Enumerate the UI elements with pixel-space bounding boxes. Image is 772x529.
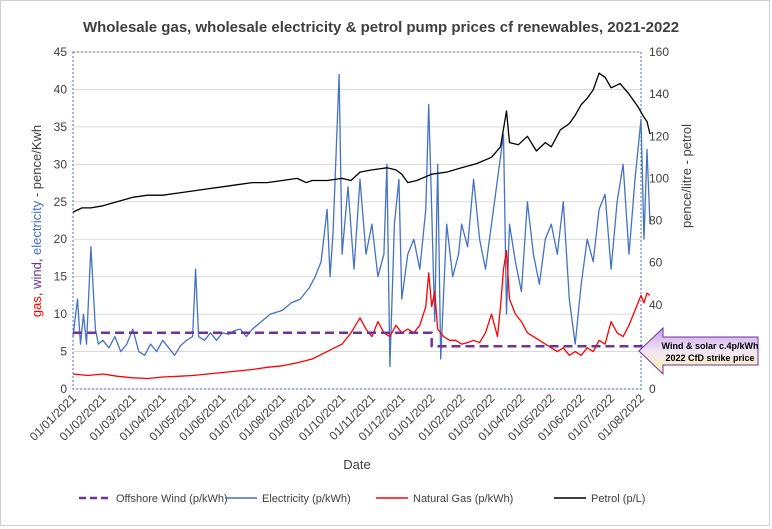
series-line-electricity-p-kwh (72, 73, 651, 368)
x-axis-label: Date (343, 457, 370, 472)
right-tick-label: 140 (649, 87, 669, 101)
left-tick-label: 40 (54, 82, 68, 96)
y-axis-left-label-part: wind (29, 262, 44, 290)
left-tick-label: 35 (54, 120, 68, 134)
legend-label: Petrol (p/L) (591, 493, 645, 505)
left-tick-label: 5 (60, 345, 67, 359)
right-tick-label: 40 (649, 298, 663, 312)
legend-label: Natural Gas (p/kWh) (413, 493, 513, 505)
y-axis-left-label: gas, wind, electricity - pence/Kwh (29, 125, 44, 317)
right-tick-label: 80 (649, 214, 663, 228)
right-tick-label: 60 (649, 256, 663, 270)
left-tick-label: 20 (54, 232, 68, 246)
y-axis-right-label: pence/litre - petrol (679, 124, 694, 228)
callout-line-2: 2022 CfD strike price (665, 353, 754, 363)
x-axis: 01/01/202101/02/202101/03/202101/04/2021… (27, 391, 648, 444)
right-tick-label: 120 (649, 129, 669, 143)
series-line-natural-gas-p-kwh (72, 249, 651, 380)
legend-label: Offshore Wind (p/kWh) (116, 493, 228, 505)
series-line-petrol-p-l (72, 72, 651, 213)
legend: Offshore Wind (p/kWh) Electricity (p/kWh)… (79, 493, 645, 505)
strike-price-callout: Wind & solar c.4p/kWh 2022 CfD strike pr… (638, 326, 759, 376)
left-axis: 0 5 10 15 20 25 30 35 40 45 (54, 45, 68, 396)
left-tick-label: 0 (60, 382, 67, 396)
series-line-offshore-wind-p-kwh (73, 331, 650, 348)
legend-label: Electricity (p/kWh) (262, 493, 351, 505)
y-axis-left-label-part: , (29, 289, 44, 296)
callout-line-1: Wind & solar c.4p/kWh (662, 341, 759, 351)
left-tick-label: 45 (54, 45, 68, 59)
right-tick-label: 0 (649, 382, 656, 396)
y-axis-left-label-part: , (29, 255, 44, 262)
right-axis: 020406080100120140160 (649, 45, 669, 396)
y-axis-left-label-part: - pence/Kwh (29, 125, 44, 201)
series-layer (72, 72, 651, 380)
chart-title: Wholesale gas, wholesale electricity & p… (83, 19, 679, 36)
callout-arrow-shape (638, 326, 759, 376)
right-tick-label: 100 (649, 171, 669, 185)
y-axis-left-label-part: gas (29, 296, 44, 317)
left-tick-label: 30 (54, 157, 68, 171)
left-tick-label: 10 (54, 307, 68, 321)
right-tick-label: 160 (649, 45, 669, 59)
left-tick-label: 15 (54, 270, 68, 284)
plot-area-border (72, 51, 642, 390)
left-tick-label: 25 (54, 195, 68, 209)
y-axis-left-label-part: electricity (29, 200, 44, 255)
